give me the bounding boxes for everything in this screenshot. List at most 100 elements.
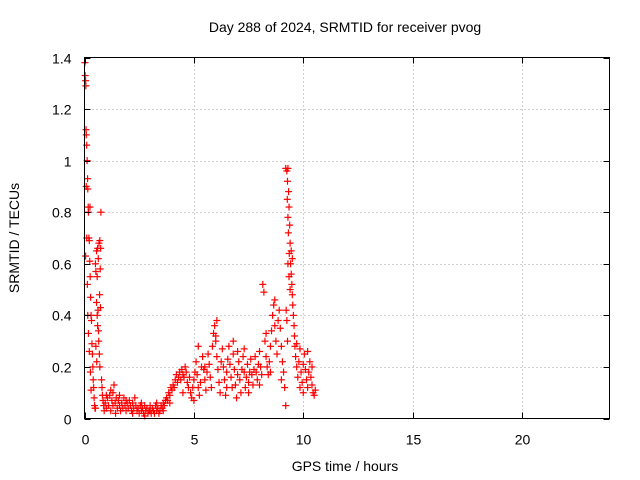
data-point — [166, 399, 174, 407]
data-point — [223, 368, 231, 376]
data-point — [308, 363, 316, 371]
data-point — [230, 366, 238, 374]
data-point — [285, 273, 293, 281]
data-point — [292, 353, 300, 361]
data-point — [94, 322, 102, 330]
data-point — [86, 273, 94, 281]
data-point — [86, 368, 94, 376]
y-tick-label: 0.4 — [52, 308, 72, 324]
data-point — [91, 260, 99, 268]
data-point — [223, 384, 231, 392]
data-point — [88, 340, 96, 348]
data-point — [287, 247, 295, 255]
data-point — [95, 327, 102, 335]
data-point — [311, 386, 319, 394]
data-point — [82, 182, 90, 190]
data-point — [166, 391, 174, 399]
data-point — [282, 402, 290, 410]
data-point — [285, 203, 293, 211]
data-point — [96, 265, 104, 273]
x-tick-label: 10 — [296, 432, 312, 448]
data-point — [181, 363, 189, 371]
data-point — [194, 342, 202, 350]
data-point — [297, 368, 305, 376]
data-point — [284, 164, 292, 172]
data-point — [277, 376, 285, 384]
data-point — [94, 255, 102, 263]
data-point — [306, 358, 314, 366]
data-point — [284, 177, 291, 185]
data-point — [256, 381, 263, 389]
data-point — [296, 345, 304, 353]
data-point — [192, 358, 200, 366]
data-point — [243, 360, 251, 368]
data-point — [280, 368, 288, 376]
data-point — [235, 358, 243, 366]
data-point — [283, 317, 291, 325]
y-tick-label: 1 — [64, 154, 72, 170]
data-point — [215, 378, 223, 386]
data-point — [214, 366, 222, 374]
data-point — [263, 363, 271, 371]
data-point — [245, 389, 253, 397]
data-point — [203, 368, 211, 376]
data-point — [284, 260, 292, 268]
data-point — [258, 371, 266, 379]
data-point — [282, 306, 290, 314]
data-point — [234, 371, 242, 379]
y-axis-label: SRMTID / TECUs — [6, 183, 22, 293]
data-point — [146, 407, 154, 415]
data-point — [153, 399, 161, 407]
data-point — [288, 255, 296, 263]
data-point — [239, 353, 247, 361]
data-point — [97, 244, 105, 252]
data-point — [269, 311, 277, 319]
data-point — [277, 342, 285, 350]
data-point — [253, 376, 261, 384]
data-point — [268, 327, 276, 335]
data-point — [260, 288, 268, 296]
data-point — [102, 391, 110, 399]
x-tick-label: 5 — [191, 432, 199, 448]
data-point — [275, 306, 283, 314]
data-point — [122, 396, 130, 404]
data-point — [257, 363, 265, 371]
data-point — [179, 389, 187, 397]
data-point — [237, 389, 245, 397]
data-point — [86, 203, 94, 211]
data-point — [190, 396, 198, 404]
data-point — [233, 394, 241, 402]
data-point — [284, 213, 292, 221]
data-point — [304, 347, 312, 355]
data-point — [286, 286, 294, 294]
data-point — [262, 353, 270, 361]
data-point — [289, 311, 297, 319]
data-point — [93, 311, 101, 319]
data-point — [109, 402, 117, 410]
data-point — [190, 376, 198, 384]
data-point — [95, 350, 103, 358]
data-point — [183, 378, 191, 386]
data-point — [229, 337, 237, 345]
data-point — [98, 384, 106, 392]
data-point — [137, 399, 145, 407]
data-point — [248, 371, 256, 379]
data-point — [291, 332, 298, 340]
y-tick-label: 0.2 — [52, 360, 72, 376]
data-point — [261, 337, 269, 345]
data-point — [286, 239, 294, 247]
data-point — [95, 337, 103, 345]
data-point — [91, 404, 99, 412]
data-point — [98, 376, 106, 384]
data-point — [82, 131, 90, 139]
data-point — [82, 82, 90, 90]
data-point — [304, 384, 312, 392]
data-point — [299, 389, 307, 397]
data-point — [295, 358, 303, 366]
data-point — [97, 208, 105, 216]
data-point — [308, 381, 316, 389]
data-point — [288, 280, 296, 288]
data-point — [96, 291, 104, 299]
data-point — [201, 376, 209, 384]
